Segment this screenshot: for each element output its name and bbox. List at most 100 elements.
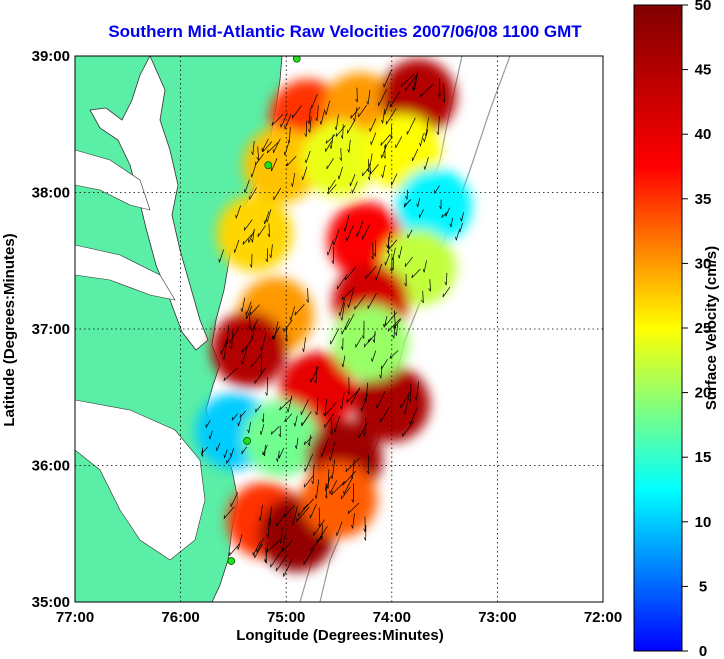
velocity-arrow xyxy=(371,350,377,362)
velocity-arrow-head xyxy=(266,534,269,538)
velocity-arrow xyxy=(250,352,263,368)
velocity-arrow xyxy=(407,229,413,239)
velocity-arrow-head xyxy=(325,139,328,144)
velocity-arrow-head xyxy=(340,316,343,321)
velocity-arrow xyxy=(271,158,278,172)
velocity-arrow xyxy=(404,395,410,415)
velocity-arrow-head xyxy=(360,407,362,412)
velocity-arrow-head xyxy=(266,218,268,223)
velocity-arrow xyxy=(330,417,333,435)
velocity-arrow xyxy=(392,247,396,260)
velocity-arrow xyxy=(292,172,296,187)
velocity-arrow xyxy=(252,541,261,556)
colorbar-tick-label: 15 xyxy=(695,449,712,466)
velocity-arrow xyxy=(330,441,336,461)
velocity-arrow-head xyxy=(208,435,211,440)
velocity-arrow xyxy=(270,550,282,568)
velocity-arrow-head xyxy=(414,396,417,401)
velocity-arrow xyxy=(315,479,320,499)
velocity-cell xyxy=(242,127,319,204)
velocity-arrow xyxy=(384,136,393,148)
velocity-arrow xyxy=(249,304,260,316)
y-tick-label: 35:00 xyxy=(32,594,70,611)
velocity-arrow-head xyxy=(296,518,298,522)
velocity-arrow xyxy=(445,272,448,286)
velocity-arrow-head xyxy=(294,445,297,449)
velocity-arrow-head xyxy=(441,214,444,218)
radar-station-marker xyxy=(227,557,236,565)
velocity-arrow xyxy=(284,413,293,423)
velocity-arrow-head xyxy=(324,111,327,115)
colorbar xyxy=(633,4,683,652)
velocity-arrow xyxy=(282,535,286,551)
y-tick-label: 39:00 xyxy=(32,48,70,65)
velocity-arrow-head xyxy=(408,399,411,403)
velocity-arrow-head xyxy=(222,356,225,361)
velocity-arrow xyxy=(364,337,372,348)
velocity-arrow xyxy=(324,402,337,416)
velocity-arrow-head xyxy=(255,408,257,413)
velocity-arrow xyxy=(419,83,434,98)
chart-title: Southern Mid-Atlantic Raw Velocities 200… xyxy=(108,22,582,41)
velocity-arrow xyxy=(294,415,298,427)
river-inlet xyxy=(75,244,176,301)
velocity-arrow-head xyxy=(237,546,239,550)
velocity-arrow xyxy=(248,230,255,243)
velocity-arrow-head xyxy=(368,162,371,167)
velocity-arrow xyxy=(336,521,343,536)
velocity-arrow-head xyxy=(351,499,354,503)
velocity-arrow xyxy=(283,505,295,518)
grid-lines xyxy=(75,56,603,602)
velocity-arrow-head xyxy=(286,162,288,167)
velocity-arrow-head xyxy=(319,120,322,125)
velocity-arrow xyxy=(308,107,311,124)
velocity-arrow-head xyxy=(353,117,355,122)
velocity-arrow xyxy=(251,325,256,340)
x-axis-label: Longitude (Degrees:Minutes) xyxy=(236,627,444,644)
velocity-arrow xyxy=(429,279,431,292)
velocity-arrow xyxy=(312,464,315,484)
velocity-arrow xyxy=(307,288,309,303)
velocity-arrow-head xyxy=(248,326,251,330)
velocity-arrow-head xyxy=(380,142,382,146)
velocity-arrow-head xyxy=(386,244,389,249)
velocity-arrow-head xyxy=(251,151,254,155)
velocity-arrow-head xyxy=(268,522,271,527)
y-tick-label: 37:00 xyxy=(32,321,70,338)
velocity-arrow-head xyxy=(460,217,462,222)
velocity-arrow xyxy=(335,114,339,131)
velocity-arrow-head xyxy=(345,468,348,472)
velocity-arrow xyxy=(384,100,390,115)
velocity-arrow-head xyxy=(261,418,264,423)
velocity-arrow xyxy=(461,212,464,222)
velocity-arrow-head xyxy=(423,166,426,170)
velocity-arrow-head xyxy=(294,311,296,316)
colorbar-tick-label: 35 xyxy=(695,191,712,208)
velocity-arrow xyxy=(254,368,266,384)
x-tick-label: 72:00 xyxy=(584,609,622,626)
velocity-arrow-head xyxy=(340,135,343,139)
velocity-arrow-head xyxy=(326,485,329,489)
velocity-arrow xyxy=(326,158,334,170)
velocity-arrow-head xyxy=(386,250,389,254)
velocity-arrow xyxy=(369,153,373,167)
x-tick-label: 75:00 xyxy=(267,609,305,626)
velocity-arrow-head xyxy=(343,227,346,232)
velocity-arrow-head xyxy=(259,431,262,435)
velocity-arrow-head xyxy=(442,99,445,103)
velocity-arrow xyxy=(388,239,398,250)
radar-stations xyxy=(227,56,301,565)
velocity-arrow-head xyxy=(315,117,318,122)
velocity-arrow xyxy=(264,444,266,456)
velocity-arrow-head xyxy=(293,422,296,427)
velocity-arrow xyxy=(288,127,291,143)
velocity-arrow-head xyxy=(366,470,370,475)
x-tick-label: 76:00 xyxy=(161,609,199,626)
velocity-arrow-head xyxy=(250,335,253,340)
velocity-arrow xyxy=(219,249,224,263)
velocity-arrow xyxy=(248,422,251,434)
velocity-arrow xyxy=(226,325,229,345)
velocity-arrow-head xyxy=(345,276,347,281)
velocity-arrow-head xyxy=(384,322,387,326)
velocity-arrow xyxy=(260,354,263,374)
